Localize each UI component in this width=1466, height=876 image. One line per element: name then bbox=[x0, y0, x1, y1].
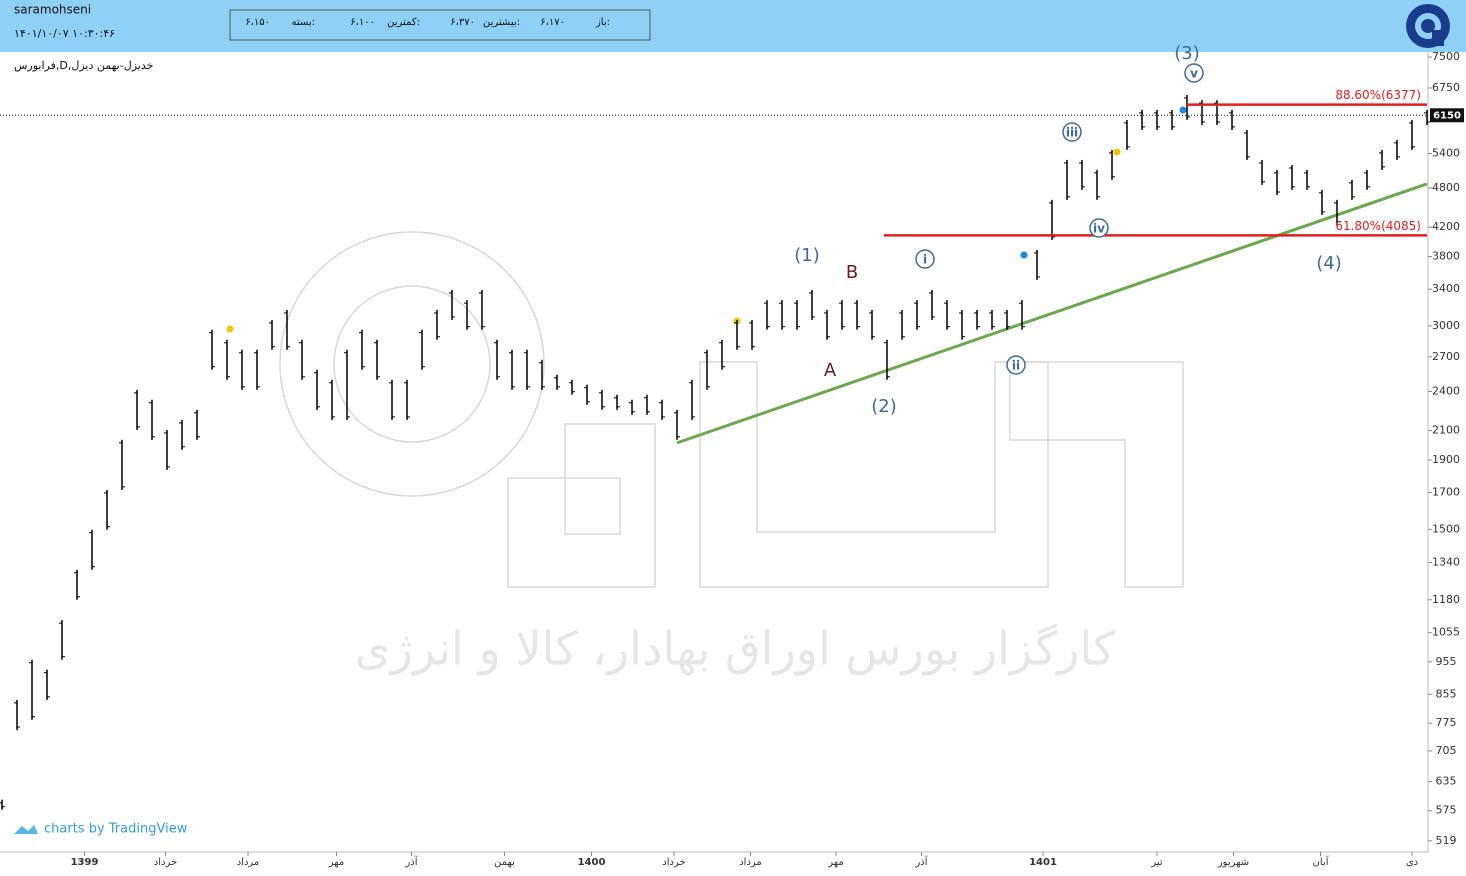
wave-circle bbox=[915, 249, 935, 269]
wave-label: v bbox=[1190, 67, 1198, 81]
credit-text: charts by TradingView bbox=[44, 822, 188, 837]
quote-label: بسته: bbox=[292, 17, 315, 28]
y-tick-label: 1500 bbox=[1432, 522, 1460, 535]
x-tick-label: مهر bbox=[328, 857, 344, 868]
wave-label: B bbox=[846, 262, 858, 283]
wave-label: (3) bbox=[1174, 43, 1200, 64]
wave-label: (1) bbox=[794, 245, 820, 266]
y-tick-label: 7500 bbox=[1432, 50, 1460, 63]
wave-circle bbox=[1006, 355, 1026, 375]
x-tick-label: آبان bbox=[1313, 855, 1330, 868]
quote-value: ۶،۱۰۰ bbox=[350, 17, 375, 28]
y-tick-label: 635 bbox=[1436, 775, 1457, 788]
x-tick-label: 1400 bbox=[578, 857, 606, 868]
y-tick-label: 6750 bbox=[1432, 81, 1460, 94]
trendline bbox=[676, 182, 1428, 445]
y-tick-label: 5400 bbox=[1432, 146, 1460, 159]
y-tick-label: 705 bbox=[1436, 744, 1457, 757]
x-tick-label: آذر bbox=[404, 855, 418, 868]
chart-title: فرابورس,D,خدیزل-بهمن دیزل bbox=[14, 59, 153, 72]
quote-label: باز: bbox=[595, 17, 610, 28]
y-tick-label: 2100 bbox=[1432, 424, 1460, 437]
last-price-label: 6150 bbox=[1433, 110, 1461, 121]
y-tick-label: 1900 bbox=[1432, 453, 1460, 466]
fib-label: 61.80%(4085) bbox=[1335, 219, 1421, 233]
y-tick-label: 955 bbox=[1436, 655, 1457, 668]
y-tick-label: 775 bbox=[1436, 716, 1457, 729]
x-tick-label: خرداد bbox=[662, 857, 685, 868]
quote-label: بیشترین: bbox=[483, 17, 520, 28]
x-tick-label: 1401 bbox=[1029, 857, 1057, 868]
x-tick-label: شهریور bbox=[1217, 857, 1249, 868]
y-tick-label: 3000 bbox=[1432, 319, 1460, 332]
watermark-text: کارگزار بورس اوراق بهادار، کالا و انرژی bbox=[355, 622, 1116, 677]
quote-value: ۶،۱۷۰ bbox=[540, 17, 565, 28]
wave-label: (4) bbox=[1316, 253, 1342, 274]
quote-value: ۶،۳۷۰ bbox=[450, 17, 475, 28]
markers bbox=[226, 106, 1187, 333]
y-tick-label: 575 bbox=[1436, 804, 1457, 817]
wave-circle bbox=[1062, 122, 1082, 142]
wave-label: (2) bbox=[871, 396, 897, 417]
x-tick-label: تیر bbox=[1150, 857, 1163, 868]
credit: charts by TradingView bbox=[14, 822, 188, 837]
y-tick-label: 4800 bbox=[1432, 181, 1460, 194]
quote-label: کمترین: bbox=[387, 17, 420, 28]
wave-circle bbox=[1184, 63, 1204, 83]
x-tick-label: 1399 bbox=[71, 857, 99, 868]
x-tick-label: مهر bbox=[827, 857, 843, 868]
y-tick-label: 1340 bbox=[1432, 555, 1460, 568]
x-tick-label: مرداد bbox=[739, 857, 762, 868]
quote-box bbox=[229, 9, 651, 41]
y-tick-label: 2700 bbox=[1432, 350, 1460, 363]
y-tick-label: 1700 bbox=[1432, 486, 1460, 499]
wave-label: A bbox=[824, 360, 837, 381]
y-tick-label: 3400 bbox=[1432, 282, 1460, 295]
logo bbox=[1406, 4, 1450, 48]
x-tick-label: دی bbox=[1406, 857, 1418, 868]
watermark-logo bbox=[279, 231, 1184, 588]
datetime: ۱۴۰۱/۱۰/۰۷ ۱۰:۳۰:۴۶ bbox=[14, 27, 115, 40]
x-tick-label: مرداد bbox=[237, 857, 260, 868]
header-bar bbox=[0, 0, 1466, 52]
wave-label: i bbox=[923, 253, 927, 267]
y-tick-label: 2400 bbox=[1432, 384, 1460, 397]
wave-circle bbox=[1089, 218, 1109, 238]
y-tick-label: 4200 bbox=[1432, 220, 1460, 233]
quote-value: ۶،۱۵۰ bbox=[245, 17, 270, 28]
last-price-box bbox=[1430, 108, 1464, 123]
fib-label: 88.60%(6377) bbox=[1335, 88, 1421, 102]
wave-label: ii bbox=[1012, 359, 1020, 373]
x-tick-label: بهمن bbox=[494, 857, 515, 868]
y-tick-label: 519 bbox=[1436, 834, 1457, 847]
y-tick-label: 1180 bbox=[1432, 593, 1460, 606]
wave-label: iii bbox=[1066, 126, 1078, 140]
y-tick-label: 3800 bbox=[1432, 250, 1460, 263]
y-tick-label: 855 bbox=[1436, 687, 1457, 700]
y-tick-label: 1055 bbox=[1432, 626, 1460, 639]
wave-label: iv bbox=[1093, 222, 1105, 236]
x-tick-label: آذر bbox=[914, 855, 928, 868]
x-tick-label: خرداد bbox=[154, 857, 177, 868]
user-name: saramohseni bbox=[14, 3, 91, 17]
